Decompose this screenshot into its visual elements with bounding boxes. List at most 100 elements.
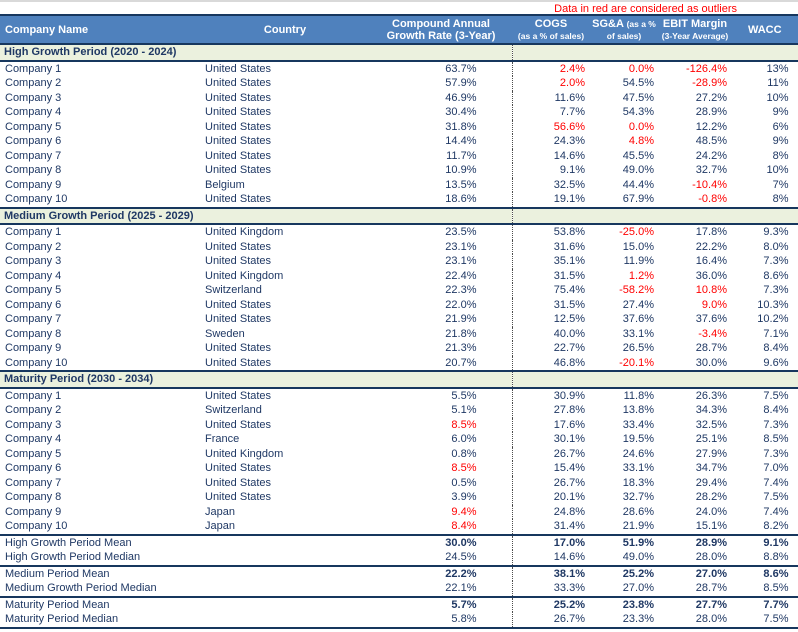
wacc-cell: 8% bbox=[772, 193, 789, 205]
company-row: Company 5 United Kingdom 0.8% 26.7% 24.6% 27.… bbox=[0, 446, 798, 461]
ebit-cell: 28.9% bbox=[695, 106, 727, 118]
cogs-header-label: COGS bbox=[534, 17, 568, 30]
summary-wacc-cell: 7.5% bbox=[763, 613, 789, 625]
col-header-cogs: COGS (as a % of sales) bbox=[512, 15, 590, 45]
country-cell: United States bbox=[205, 62, 272, 75]
sga-cell: 33.4% bbox=[622, 418, 654, 431]
sga-cell: 18.3% bbox=[622, 476, 654, 489]
cagr-cell: 8.5% bbox=[451, 418, 477, 431]
cagr-cell: 14.4% bbox=[445, 135, 477, 147]
wacc-cell: 13% bbox=[766, 62, 789, 75]
sga-cell: 24.6% bbox=[622, 447, 654, 460]
cagr-cell: 23.5% bbox=[445, 226, 477, 238]
section-empty-cell bbox=[732, 206, 798, 225]
cagr-cell: 0.8% bbox=[451, 447, 477, 460]
ebit-cell: 37.6% bbox=[695, 313, 727, 325]
sga-cell: 33.1% bbox=[622, 327, 654, 340]
company-row: Company 8 United States 3.9% 20.1% 32.7% 28.2… bbox=[0, 490, 798, 505]
summary-ebit-cell: 28.7% bbox=[695, 582, 727, 594]
col-header-wacc: WACC bbox=[732, 15, 798, 45]
ebit-cell: 48.5% bbox=[695, 135, 727, 147]
ebit-cell: 27.9% bbox=[695, 447, 727, 460]
cagr-cell: 21.8% bbox=[445, 327, 477, 340]
sga-cell: 67.9% bbox=[622, 193, 654, 205]
country-cell: United States bbox=[205, 77, 272, 89]
summary-cagr-cell: 24.5% bbox=[445, 551, 477, 563]
summary-ebit-cell: 28.0% bbox=[695, 613, 727, 625]
company-row: Company 2 Switzerland 5.1% 27.8% 13.8% 34.3% 8… bbox=[0, 403, 798, 418]
wacc-cell: 8.6% bbox=[763, 269, 789, 282]
cogs-cell: 22.7% bbox=[511, 341, 590, 356]
cagr-cell: 5.5% bbox=[451, 389, 477, 402]
summary-ebit-cell: 27.0% bbox=[658, 564, 732, 581]
section-empty-cell bbox=[511, 370, 590, 389]
company-row: Company 9 Japan 9.4% 24.8% 28.6% 24.0% 7.4% bbox=[0, 504, 798, 519]
summary-cogs-cell: 38.1% bbox=[511, 564, 590, 581]
cagr-cell: 31.8% bbox=[445, 120, 477, 133]
ebit-cell: 36.0% bbox=[695, 269, 727, 282]
cogs-cell: 31.5% bbox=[511, 268, 590, 283]
company-cell: Company 8 bbox=[5, 491, 62, 503]
wacc-cell: 9.3% bbox=[763, 226, 789, 238]
summary-ebit-cell: 28.0% bbox=[695, 551, 727, 563]
wacc-cell: 7.5% bbox=[763, 491, 789, 503]
ebit-cell: -28.9% bbox=[692, 77, 727, 89]
company-cell: Company 7 bbox=[5, 476, 62, 489]
country-cell: Switzerland bbox=[205, 284, 262, 296]
summary-row: Maturity Period Median 5.8% 26.7% 23.3% 28.0… bbox=[0, 612, 798, 628]
ebit-cell: 15.1% bbox=[695, 520, 727, 532]
country-cell: United States bbox=[205, 389, 272, 402]
ebit-cell: 26.3% bbox=[695, 389, 727, 402]
company-cell: Company 8 bbox=[5, 327, 62, 340]
wacc-cell: 7.3% bbox=[763, 418, 789, 431]
country-cell: Switzerland bbox=[205, 404, 262, 416]
cogs-cell: 24.3% bbox=[511, 134, 590, 149]
ebit-cell: 24.2% bbox=[695, 149, 727, 162]
wacc-cell: 7.3% bbox=[763, 255, 789, 267]
section-title: Maturity Period (2030 - 2034) bbox=[0, 370, 512, 389]
cagr-cell: 21.3% bbox=[445, 342, 477, 354]
cagr-cell: 5.1% bbox=[451, 404, 477, 416]
country-cell: United States bbox=[205, 240, 272, 253]
wacc-cell: 6% bbox=[772, 120, 789, 133]
country-cell: United States bbox=[205, 255, 272, 267]
ebit-cell: 30.0% bbox=[695, 356, 727, 369]
wacc-cell: 7.1% bbox=[763, 327, 789, 340]
ebit-cell: 25.1% bbox=[695, 433, 727, 445]
comps-table: Company Name Country Compound Annual Gro… bbox=[0, 14, 798, 629]
summary-label: High Growth Period Mean bbox=[0, 533, 370, 550]
cogs-cell: 31.5% bbox=[511, 297, 590, 312]
company-cell: Company 1 bbox=[5, 389, 62, 402]
summary-row: Medium Growth Period Median 22.1% 33.3% 27.… bbox=[0, 581, 798, 597]
country-cell: Japan bbox=[205, 505, 235, 518]
ebit-header-label: EBIT Margin bbox=[662, 17, 728, 30]
wacc-cell: 7.3% bbox=[763, 447, 789, 460]
summary-label: High Growth Period Median bbox=[5, 551, 141, 563]
company-cell: Company 10 bbox=[5, 193, 68, 205]
wacc-cell: 10.3% bbox=[757, 298, 789, 311]
sga-cell: 33.1% bbox=[622, 462, 654, 474]
cogs-cell: 27.8% bbox=[511, 403, 590, 418]
summary-sga-cell: 23.3% bbox=[622, 613, 654, 625]
company-cell: Company 6 bbox=[5, 298, 62, 311]
cagr-cell: 21.9% bbox=[445, 313, 477, 325]
summary-wacc-cell: 9.1% bbox=[732, 533, 798, 550]
sga-cell: 28.6% bbox=[622, 505, 654, 518]
sga-cell: 1.2% bbox=[628, 269, 654, 282]
section-title: High Growth Period (2020 - 2024) bbox=[0, 43, 512, 62]
company-row: Company 6 United States 8.5% 15.4% 33.1% 34.7… bbox=[0, 461, 798, 476]
ebit-cell: 28.7% bbox=[695, 342, 727, 354]
country-cell: United States bbox=[205, 120, 272, 133]
summary-row: Maturity Period Mean 5.7% 25.2% 23.8% 27.7% 7… bbox=[0, 595, 798, 612]
wacc-cell: 8% bbox=[772, 149, 789, 162]
sga-cell: 54.3% bbox=[622, 106, 654, 118]
company-row: Company 3 United States 8.5% 17.6% 33.4% 32.5… bbox=[0, 417, 798, 432]
wacc-cell: 9% bbox=[772, 106, 789, 118]
company-row: Company 10 United States 18.6% 19.1% 67.9% -0… bbox=[0, 192, 798, 208]
summary-sga-cell: 27.0% bbox=[622, 582, 654, 594]
company-row: Company 5 United States 31.8% 56.6% 0.0% 12.2… bbox=[0, 119, 798, 134]
company-cell: Company 1 bbox=[5, 226, 62, 238]
ebit-cell: 24.0% bbox=[695, 505, 727, 518]
summary-sga-cell: 49.0% bbox=[622, 551, 654, 563]
cagr-cell: 11.7% bbox=[446, 149, 477, 162]
